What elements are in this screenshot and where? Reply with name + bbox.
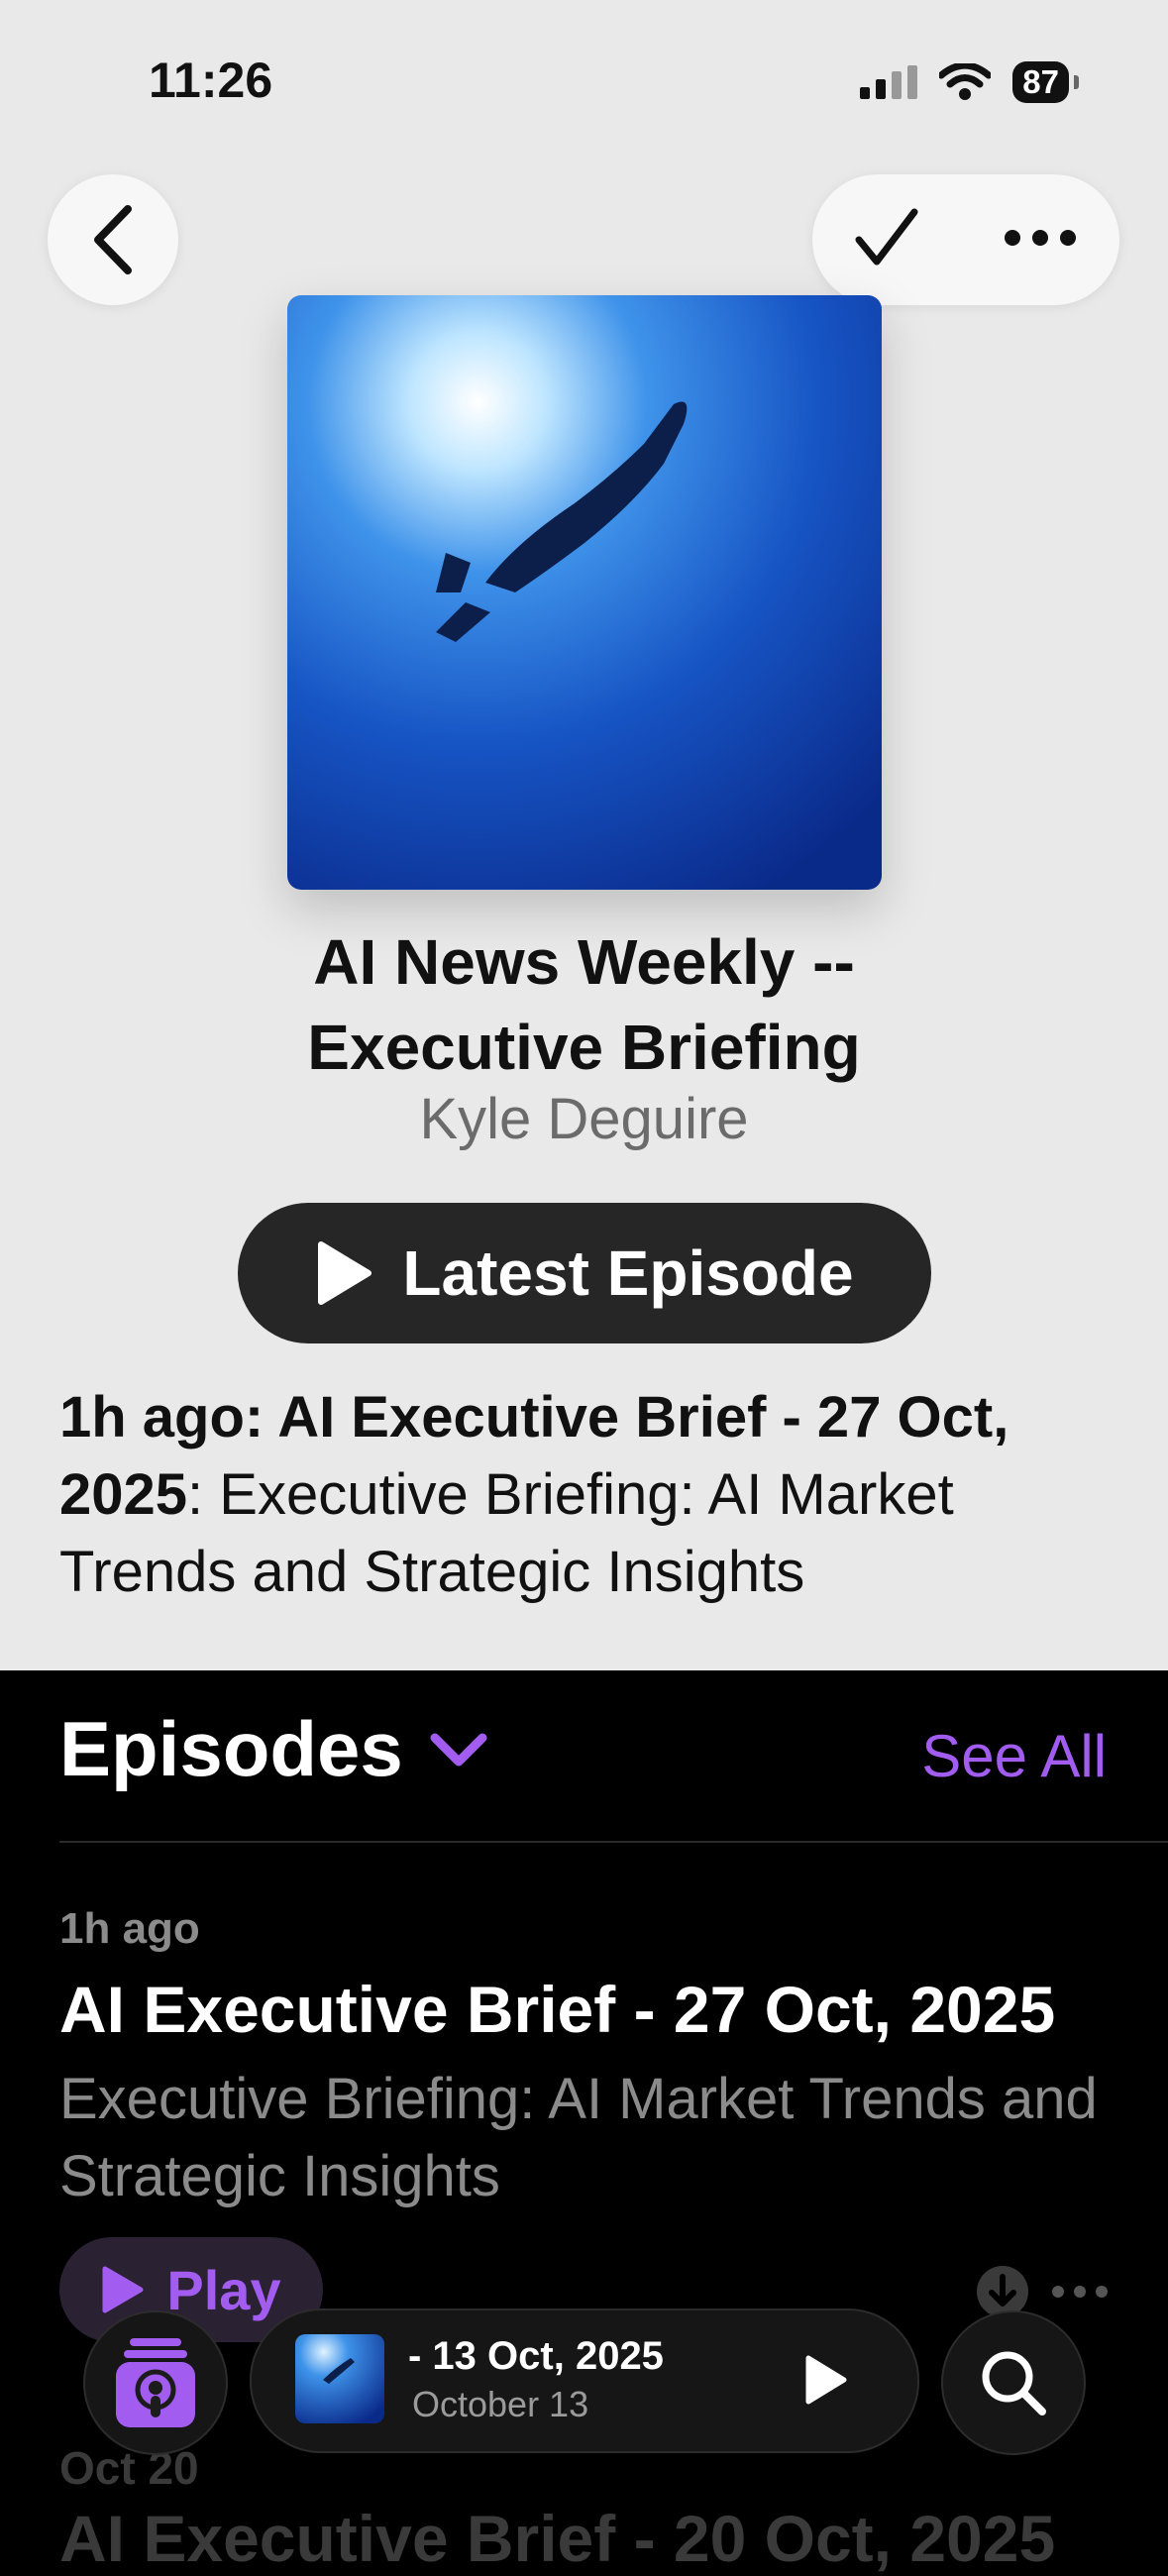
search-button[interactable] xyxy=(941,2310,1086,2455)
checkmark-icon xyxy=(855,208,917,265)
show-title-line-2: Executive Briefing xyxy=(307,1012,861,1083)
episode-date: 1h ago xyxy=(59,1904,200,1953)
more-button[interactable] xyxy=(1003,228,1078,253)
latest-episode-label: Latest Episode xyxy=(402,1237,854,1309)
mini-player-play-button[interactable] xyxy=(804,2354,848,2411)
cellular-signal-icon xyxy=(860,65,918,99)
episode-actions xyxy=(976,2265,1109,2318)
header-actions xyxy=(812,174,1119,305)
see-all-link[interactable]: See All xyxy=(921,1723,1107,1789)
play-icon xyxy=(805,2355,847,2405)
ellipsis-icon[interactable] xyxy=(1051,2285,1109,2299)
chevron-down-icon xyxy=(430,1733,487,1766)
podcast-artwork xyxy=(287,295,882,890)
latest-episode-heading: 1h ago: AI Executive Brief - 27 Oct, 202… xyxy=(59,1385,1009,1527)
status-bar-icons: 87 xyxy=(860,61,1079,103)
status-time: 11:26 xyxy=(149,53,273,108)
episode-summary[interactable]: Executive Briefing: AI Market Trends and… xyxy=(59,2067,1098,2208)
chevron-left-icon xyxy=(94,205,132,274)
download-icon[interactable] xyxy=(976,2265,1029,2318)
play-icon xyxy=(102,2266,144,2313)
show-title-line-1: AI News Weekly -- xyxy=(313,926,855,998)
divider xyxy=(59,1841,1168,1843)
mini-player[interactable]: - 13 Oct, 2025 October 13 xyxy=(250,2308,919,2453)
mini-player-artwork xyxy=(295,2334,384,2423)
wifi-icon xyxy=(939,63,992,100)
latest-episode-button[interactable]: Latest Episode xyxy=(238,1203,931,1343)
library-button[interactable] xyxy=(83,2310,228,2455)
latest-episode-summary: : Executive Briefing: AI Market Trends a… xyxy=(59,1462,954,1604)
ellipsis-icon xyxy=(1004,229,1076,246)
play-label: Play xyxy=(166,2258,281,2321)
episodes-heading: Episodes xyxy=(59,1705,403,1792)
episode-title[interactable]: AI Executive Brief - 27 Oct, 2025 xyxy=(59,1973,1056,2046)
show-author[interactable]: Kyle Deguire xyxy=(419,1087,749,1151)
latest-episode-description[interactable]: 1h ago: AI Executive Brief - 27 Oct, 202… xyxy=(59,1379,1129,1611)
episodes-filter[interactable]: Episodes xyxy=(59,1704,488,1794)
episode-title[interactable]: AI Executive Brief - 20 Oct, 2025 xyxy=(59,2502,1056,2575)
back-button[interactable] xyxy=(48,174,178,305)
battery-indicator: 87 xyxy=(1012,61,1079,103)
follow-button[interactable] xyxy=(855,208,918,272)
mini-player-subtitle: October 13 xyxy=(412,2384,589,2424)
podcasts-icon xyxy=(116,2338,195,2427)
search-icon xyxy=(982,2351,1046,2415)
mini-player-title: - 13 Oct, 2025 xyxy=(408,2334,664,2378)
play-icon xyxy=(318,1241,372,1305)
